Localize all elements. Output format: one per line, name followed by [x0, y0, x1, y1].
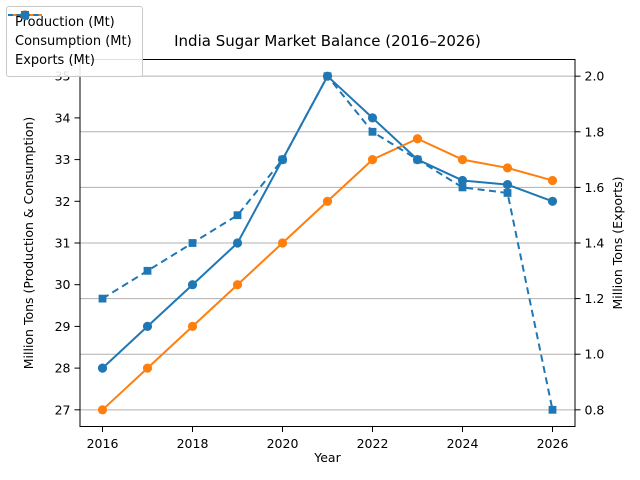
y-right-tick-label: 1.8	[585, 124, 605, 139]
data-point-consumption-mt	[412, 134, 423, 144]
x-tick-label: 2018	[177, 436, 209, 451]
series-group	[97, 71, 558, 415]
y-right-tick-label: 0.8	[585, 402, 605, 417]
x-tick-label: 2016	[87, 436, 119, 451]
data-point-production-mt	[547, 196, 558, 206]
y-left-tick-label: 29	[55, 319, 71, 334]
data-point-exports-mt	[188, 239, 197, 247]
chart-title: India Sugar Market Balance (2016–2026)	[174, 32, 481, 50]
legend-marker-sample	[21, 11, 29, 19]
data-point-exports-mt	[233, 211, 242, 220]
y-axis-label-left: Million Tons (Production & Consumption)	[21, 117, 36, 370]
data-point-exports-mt	[143, 266, 152, 275]
data-point-exports-mt	[413, 155, 422, 164]
data-point-consumption-mt	[277, 238, 288, 248]
data-point-exports-mt	[548, 405, 557, 414]
data-point-consumption-mt	[457, 154, 468, 165]
data-point-production-mt	[142, 321, 153, 332]
y-right-tick-label: 1.0	[585, 347, 605, 362]
series-line-production-mt	[101, 75, 553, 369]
legend-item-label: Consumption (Mt)	[15, 34, 132, 49]
y-left-tick-label: 30	[55, 277, 71, 292]
data-point-production-mt	[457, 175, 468, 186]
data-point-exports-mt	[368, 127, 377, 136]
y-left-tick-label: 34	[55, 110, 71, 125]
data-point-exports-mt	[98, 294, 107, 303]
y-right-tick-label: 1.4	[585, 236, 605, 251]
legend-item-label: Production (Mt)	[15, 15, 115, 30]
data-point-production-mt	[187, 280, 198, 290]
data-point-production-mt	[367, 113, 378, 123]
y-left-tick-label: 28	[55, 361, 71, 376]
y-right-tick-label: 1.2	[585, 291, 605, 306]
data-point-consumption-mt	[232, 280, 243, 290]
data-point-exports-mt	[278, 155, 287, 164]
data-point-exports-mt	[323, 72, 332, 81]
x-tick-label: 2020	[267, 436, 299, 451]
y-right-tick-label: 1.6	[585, 180, 605, 195]
y-right-tick-label: 2.0	[585, 69, 605, 84]
x-axis-label: Year	[313, 450, 341, 465]
legend-item-exports-mt: Exports (Mt)	[8, 11, 132, 70]
data-point-consumption-mt	[322, 196, 333, 206]
gridlines	[80, 75, 575, 411]
data-point-production-mt	[97, 363, 108, 373]
data-point-exports-mt	[458, 183, 467, 192]
y-left-tick-label: 27	[55, 402, 71, 417]
data-point-consumption-mt	[547, 175, 558, 186]
legend-item-label: Exports (Mt)	[15, 53, 95, 68]
y-left-tick-label: 33	[55, 152, 71, 167]
data-point-consumption-mt	[187, 321, 198, 332]
data-point-consumption-mt	[367, 154, 378, 165]
y-left-tick-label: 32	[55, 194, 71, 209]
legend: Production (Mt) Consumption (Mt) Exports (…	[6, 6, 143, 77]
y-left-tick-label: 31	[55, 236, 71, 251]
x-tick-label: 2024	[447, 436, 479, 451]
x-tick-label: 2022	[357, 436, 389, 451]
data-point-exports-mt	[503, 189, 512, 197]
x-tick-label: 2026	[537, 436, 569, 451]
y-axis-label-right: Million Tons (Exports)	[610, 177, 625, 310]
series-line-consumption-mt	[101, 137, 553, 411]
legend-dashed-square-icon	[8, 11, 42, 19]
data-point-consumption-mt	[142, 363, 153, 373]
data-point-consumption-mt	[502, 163, 513, 173]
data-point-production-mt	[502, 180, 513, 190]
data-point-consumption-mt	[97, 405, 108, 415]
legend-item-consumption-mt: Consumption (Mt)	[8, 10, 132, 51]
data-point-production-mt	[232, 238, 243, 248]
